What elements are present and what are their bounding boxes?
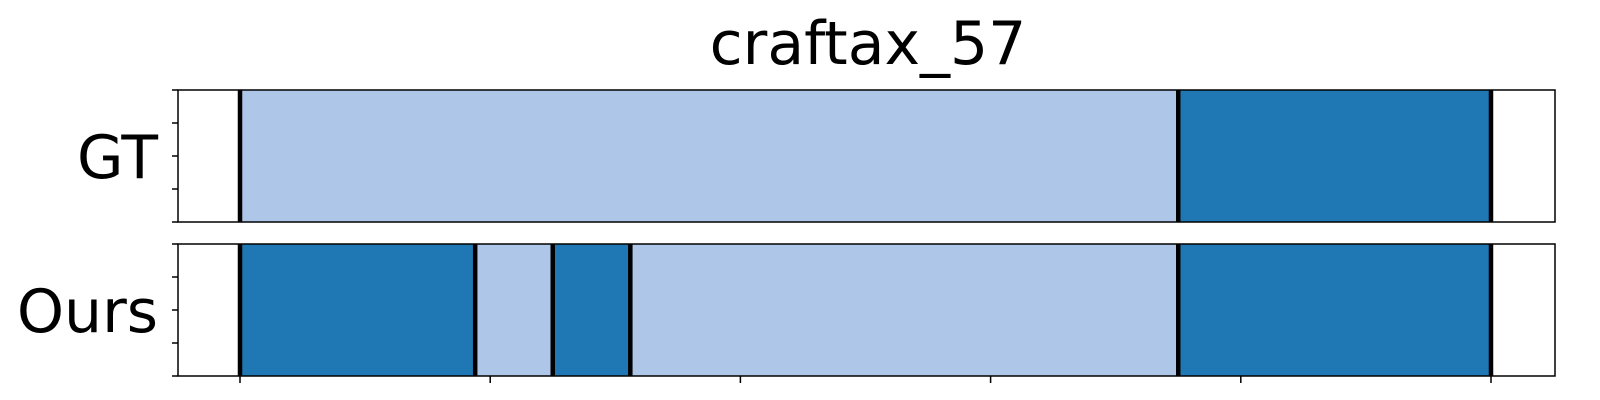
segment-ours-0 [240, 244, 476, 376]
segment-gt-0 [240, 90, 1179, 222]
segment-ours-3 [630, 244, 1179, 376]
segment-ours-2 [552, 244, 631, 376]
chart-title: craftax_57 [710, 9, 1027, 79]
segment-gt-1 [1178, 90, 1491, 222]
segment-ours-4 [1178, 244, 1491, 376]
segment-ours-1 [475, 244, 553, 376]
row-label-ours: Ours [17, 277, 158, 347]
panels: GT Ours [17, 89, 1556, 383]
row-label-gt: GT [77, 123, 158, 193]
